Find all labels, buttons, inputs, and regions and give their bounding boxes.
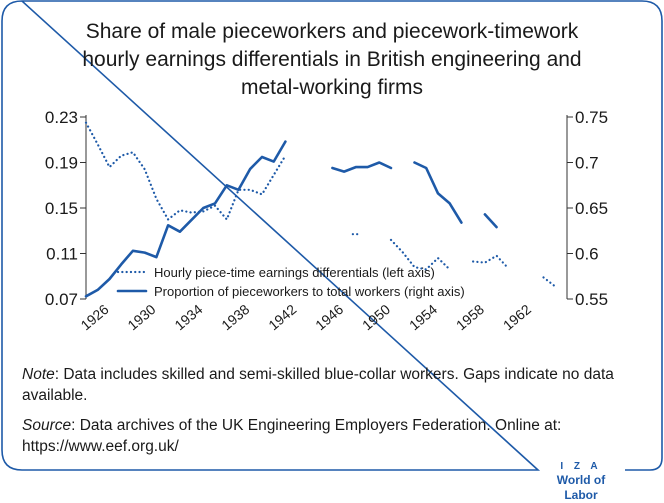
legend-label-1: Proportion of pieceworkers to total work… [154,284,465,299]
chart-title-line-1: Share of male pieceworkers and piecework… [85,20,579,43]
left-tick-label: 0.23 [45,108,78,127]
iza-logo-bottom: World of Labor [556,473,606,502]
left-axis-ticks: 0.07 0.11 0.15 0.19 0.23 [45,108,86,309]
x-tick-label: 1926 [78,301,112,333]
x-axis-ticks: 1926 1930 1934 1938 1942 1946 1950 1954 1958 1962 [78,301,535,333]
x-tick-label: 1942 [265,301,299,333]
right-axis-ticks: 0.55 0.6 0.65 0.7 0.75 [567,108,608,309]
series-1-segment [84,140,287,298]
chart-area: 0.070.110.150.190.23 0.550.60.650.70.75 … [45,108,608,333]
right-tick-label: 0.65 [575,199,608,218]
series-0-segment [472,254,510,270]
x-tick-label: 1950 [359,301,393,333]
source-text: Source: Data archives of the UK Engineer… [22,415,622,457]
series-1-segment [413,161,463,224]
left-tick-label: 0.11 [46,245,78,264]
iza-logo: I Z A World of Labor [540,461,622,503]
note-body: : Data includes skilled and semi-skilled… [22,366,614,404]
chart-title-line-3: metal-working firms [240,76,424,99]
x-tick-label: 1962 [500,301,534,333]
x-tick-label: 1946 [312,301,346,333]
series-0-segment [84,121,287,221]
frame-border [1,0,663,471]
x-tick-label: 1954 [406,301,440,333]
note-label: Note [22,366,55,383]
x-tick-label: 1930 [124,301,158,333]
left-tick-label: 0.15 [45,199,78,218]
right-tick-label: 0.7 [575,154,599,173]
right-tick-label: 0.55 [575,290,608,309]
source-body: : Data archives of the UK Engineering Em… [22,417,562,455]
left-tick-label: 0.07 [45,290,78,309]
legend-label-0: Hourly piece-time earnings differentials… [154,265,435,280]
series-1-segment [331,161,393,173]
series-group [84,121,557,298]
series-0-segment [389,238,451,271]
right-tick-label: 0.6 [575,245,599,264]
chart-title-line-2: hourly earnings differentials in British… [82,48,582,71]
source-label: Source [22,417,72,434]
legend: Hourly piece-time earnings differentials… [116,265,465,299]
series-0-segment [542,276,557,288]
left-tick-label: 0.19 [45,154,78,173]
x-tick-label: 1958 [453,301,487,333]
iza-logo-top: I Z A [560,461,602,472]
right-tick-label: 0.75 [575,108,608,127]
x-tick-label: 1938 [218,301,252,333]
x-tick-label: 1934 [171,301,205,333]
series-1-segment [483,213,498,229]
note-text: Note: Data includes skilled and semi-ski… [22,364,622,406]
